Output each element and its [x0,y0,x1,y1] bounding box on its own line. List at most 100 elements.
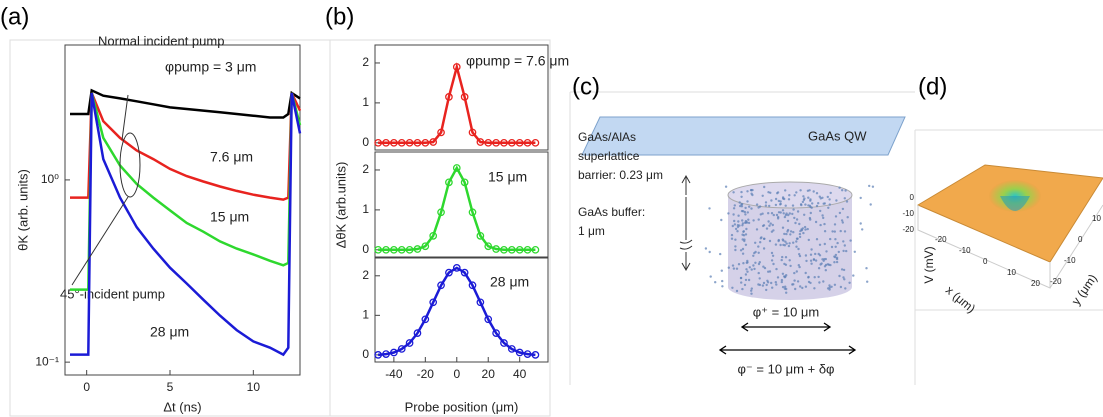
carrier-dot [807,204,810,207]
z-axis-label: V (mV) [922,246,936,283]
carrier-dot [734,248,737,252]
carrier-dot [775,283,778,286]
carrier-dot [789,233,792,236]
carrier-dot [853,250,856,253]
cylinder [728,195,852,300]
carrier-dot [714,281,717,284]
y-tick-label: 0 [1078,235,1083,244]
carrier-dot [752,219,755,222]
data-point [397,245,406,254]
data-point [515,138,524,147]
data-point [476,231,485,240]
carrier-dot [747,221,751,225]
data-point [445,178,453,187]
data-point [397,138,406,147]
carrier-dot [770,199,773,202]
data-point [382,245,390,254]
carrier-dot [798,253,801,256]
carrier-dot [804,228,807,231]
carrier-dot [721,279,724,283]
y-tick-label: 2 [362,162,369,176]
carrier-dot [763,266,767,270]
carrier-dot [802,198,806,202]
carrier-dot [844,189,847,192]
carrier-dot [769,222,772,225]
data-point [484,242,493,251]
carrier-dot [752,254,755,257]
carrier-dot [796,237,799,240]
data-point [492,245,500,253]
y-tick-label: 1 [362,202,369,216]
panel-label: (c) [572,73,600,100]
carrier-dot [739,249,743,252]
carrier-dot [784,204,787,207]
carrier-dot [839,229,842,233]
barrier-label: barrier: 0.23 μm [578,168,663,182]
carrier-dot [770,281,773,285]
carrier-dot [809,259,813,262]
carrier-dot [843,230,847,233]
carrier-dot [746,200,749,203]
buffer-label: 1 μm [578,224,605,238]
carrier-dot [844,287,847,290]
data-point [382,138,390,147]
data-point [531,351,540,359]
carrier-dot [740,281,743,284]
carrier-dot [828,203,831,206]
carrier-dot [838,211,842,215]
carrier-dot [805,259,808,263]
dip-depth [1000,196,1030,211]
carrier-dot [834,245,837,248]
data-point [507,138,516,147]
carrier-dot [843,197,846,200]
data-point [437,281,445,290]
carrier-dot [852,274,855,277]
carrier-dot [771,254,775,257]
carrier-dot [774,243,778,246]
carrier-dot [753,267,756,271]
carrier-dot [757,251,760,254]
x-axis-label: Probe position (μm) [405,399,519,414]
carrier-dot [746,259,749,263]
carrier-dot [781,272,785,275]
y-tick-label: 2 [362,55,369,69]
carrier-dot [748,266,751,269]
carrier-dot [779,211,782,214]
data-point [405,138,414,147]
carrier-dot [791,212,794,216]
carrier-dot [740,190,743,194]
carrier-dot [783,232,786,236]
carrier-dot [737,214,740,217]
data-point [507,245,516,254]
carrier-dot [804,285,808,288]
data-point [468,128,477,137]
y-tick-label: 0 [362,347,369,361]
carrier-dot [798,235,802,239]
carrier-dot [771,223,774,227]
carrier-dot [768,204,771,208]
carrier-dot [824,257,827,261]
carrier-dot [779,203,782,206]
data-point [492,329,500,337]
carrier-dot [743,210,747,214]
data-point [445,268,453,277]
carrier-dot [727,266,730,269]
carrier-dot [785,242,788,245]
barrier-label: superlattice [578,149,640,163]
carrier-dot [776,276,780,279]
carrier-dot [784,256,788,259]
x-tick-label: 20 [482,367,496,381]
plot-frame [374,257,549,363]
series-label: 15 μm [210,209,249,225]
data-point [515,348,524,357]
data-point [390,138,398,147]
qw-plane [581,116,906,156]
data-point [476,298,485,307]
carrier-dot [759,237,762,240]
carrier-dot [839,285,843,289]
carrier-dot [821,214,824,217]
carrier-dot [744,243,748,246]
carrier-dot [761,212,764,215]
carrier-dot [785,291,788,294]
carrier-dot [809,281,812,285]
